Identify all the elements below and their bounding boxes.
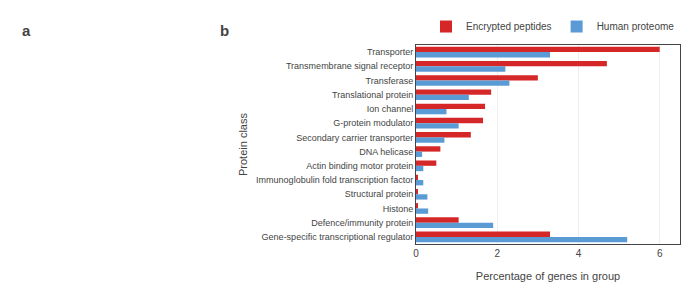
svg-text:Gene-specific transcriptional: Gene-specific transcriptional regulator	[262, 232, 414, 242]
svg-text:Translational protein: Translational protein	[332, 90, 413, 100]
svg-text:Transferase: Transferase	[366, 76, 414, 86]
svg-text:Secondary carrier transporter: Secondary carrier transporter	[296, 133, 413, 143]
svg-text:Ion channel: Ion channel	[367, 104, 414, 114]
svg-text:0: 0	[413, 248, 419, 259]
svg-text:Encrypted peptides: Encrypted peptides	[466, 21, 552, 32]
svg-text:Protein class: Protein class	[237, 113, 249, 176]
svg-text:Transporter: Transporter	[367, 47, 413, 57]
svg-text:Histone: Histone	[383, 204, 414, 214]
svg-text:a: a	[22, 22, 31, 39]
svg-text:Structural protein: Structural protein	[345, 189, 414, 199]
svg-text:G-protein modulator: G-protein modulator	[333, 118, 413, 128]
svg-text:Transmembrane signal receptor: Transmembrane signal receptor	[286, 61, 413, 71]
svg-text:4: 4	[576, 248, 582, 259]
svg-text:Percentage of genes in group: Percentage of genes in group	[476, 270, 620, 282]
svg-text:DNA helicase: DNA helicase	[359, 147, 413, 157]
svg-text:b: b	[220, 22, 229, 39]
svg-text:Defence/immunity protein: Defence/immunity protein	[311, 218, 413, 228]
svg-text:Actin binding motor protein: Actin binding motor protein	[306, 161, 413, 171]
svg-text:Human proteome: Human proteome	[597, 21, 675, 32]
svg-text:Immunoglobulin fold transcript: Immunoglobulin fold transcription factor	[256, 175, 413, 185]
svg-text:2: 2	[494, 248, 500, 259]
svg-text:6: 6	[657, 248, 663, 259]
